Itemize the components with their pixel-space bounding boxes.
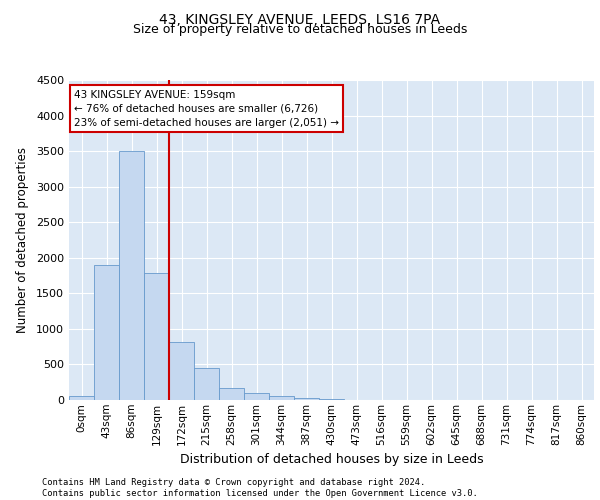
Bar (294, 398, 319, 400)
Bar (269, 396, 294, 400)
Text: 43, KINGSLEY AVENUE, LEEDS, LS16 7PA: 43, KINGSLEY AVENUE, LEEDS, LS16 7PA (160, 12, 440, 26)
Text: Contains HM Land Registry data © Crown copyright and database right 2024.
Contai: Contains HM Land Registry data © Crown c… (42, 478, 478, 498)
Bar (119, 151, 144, 400)
Bar (244, 393, 269, 400)
Bar (319, 399, 344, 400)
Bar (69, 396, 94, 400)
Bar (219, 388, 244, 400)
Text: 43 KINGSLEY AVENUE: 159sqm
← 76% of detached houses are smaller (6,726)
23% of s: 43 KINGSLEY AVENUE: 159sqm ← 76% of deta… (74, 90, 339, 128)
Bar (194, 368, 219, 400)
Text: Size of property relative to detached houses in Leeds: Size of property relative to detached ho… (133, 22, 467, 36)
Y-axis label: Number of detached properties: Number of detached properties (16, 147, 29, 333)
Bar (169, 342, 194, 400)
Bar (94, 265, 119, 400)
X-axis label: Distribution of detached houses by size in Leeds: Distribution of detached houses by size … (179, 453, 484, 466)
Bar (144, 274, 169, 400)
